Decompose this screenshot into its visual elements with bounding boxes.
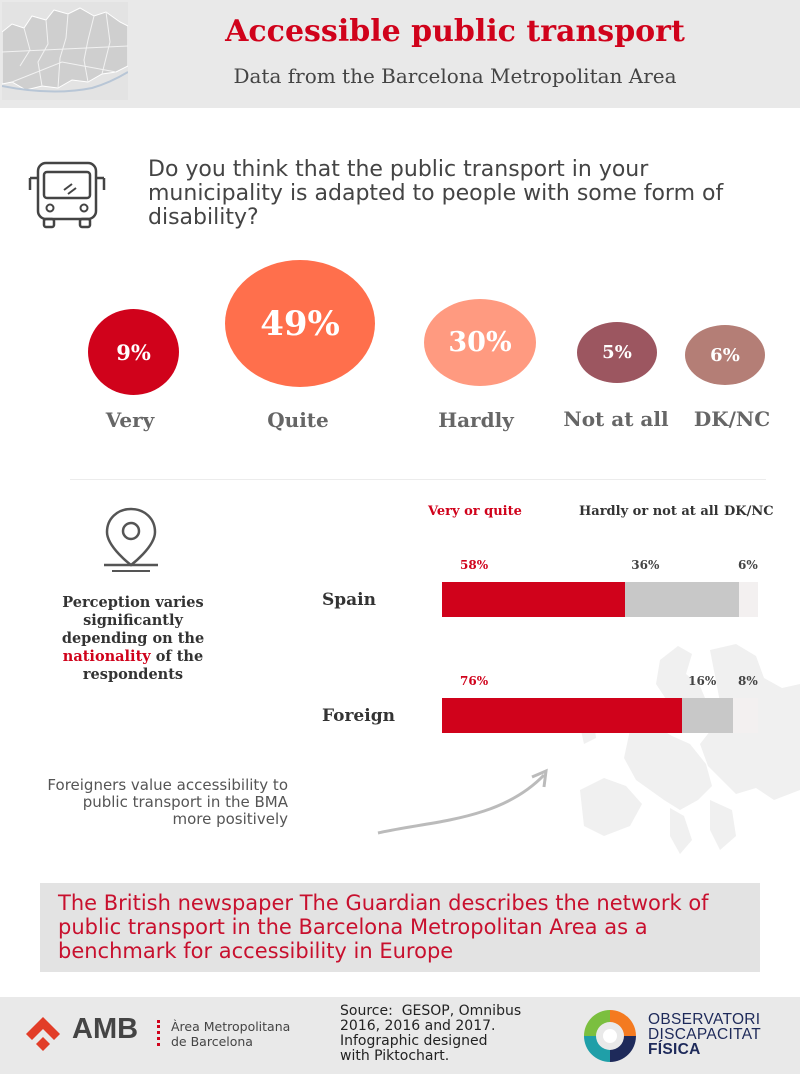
bar-foreign-hardly-or-not-at-all	[682, 698, 733, 733]
legend-very-or-quite: Very or quite	[428, 504, 522, 519]
value-label-spain-dk-nc: 6%	[738, 558, 758, 572]
page-subtitle: Data from the Barcelona Metropolitan Are…	[233, 64, 677, 88]
obs-line3: FÍSICA	[648, 1041, 701, 1058]
value-label-spain-very-or-quite: 58%	[460, 558, 489, 572]
legend-hardly-or-not-at-all: Hardly or not at all	[579, 504, 719, 519]
value-label-spain-hardly-or-not-at-all: 36%	[631, 558, 660, 572]
bar-foreign-dk-nc	[732, 698, 758, 733]
amb-name: Àrea Metropolitana de Barcelona	[171, 1019, 290, 1049]
observatori-logo-icon	[584, 1010, 636, 1062]
bar-spain-hardly-or-not-at-all	[625, 582, 740, 617]
label-dk-nc: DK/NC	[693, 407, 771, 431]
bar-spain-dk-nc	[739, 582, 758, 617]
footer	[0, 997, 800, 1074]
observatori-name: OBSERVATORI DISCAPACITAT FÍSICA	[648, 1011, 761, 1058]
section-divider	[70, 479, 766, 480]
caption-text-before: Perception varies significantly dependin…	[61, 594, 205, 647]
bubble-very: 9%	[88, 309, 179, 395]
amb-name-line1: Àrea Metropolitana	[171, 1019, 291, 1034]
obs-line2: DISCAPACITAT	[648, 1026, 761, 1043]
label-very: Very	[105, 408, 155, 432]
bubble-value: 9%	[116, 339, 151, 365]
source-line3: Infographic designed	[340, 1033, 488, 1049]
guardian-quote: The British newspaper The Guardian descr…	[40, 883, 760, 972]
bubble-value: 30%	[448, 327, 512, 358]
source-line1: Source: GESOP, Omnibus	[340, 1003, 522, 1019]
value-label-foreign-hardly-or-not-at-all: 16%	[688, 674, 717, 688]
bus-icon	[28, 161, 106, 229]
foreigners-note: Foreigners value accessibility to public…	[47, 776, 288, 828]
label-quite: Quite	[267, 408, 329, 432]
nationality-caption: Perception varies significantly dependin…	[40, 594, 226, 684]
amb-name-line2: de Barcelona	[171, 1034, 253, 1049]
caption-text-after: of the respondents	[82, 648, 204, 683]
category-label-spain: Spain	[322, 590, 376, 610]
bubble-hardly: 30%	[424, 299, 536, 386]
source-line2: 2016, 2016 and 2017.	[340, 1018, 496, 1034]
europe-map-icon	[580, 644, 800, 854]
amb-logo-icon	[26, 1017, 60, 1051]
source-line4: with Piktochart.	[340, 1048, 450, 1064]
barcelona-map-thumbnail	[2, 2, 128, 100]
value-label-foreign-dk-nc: 8%	[738, 674, 758, 688]
value-label-foreign-very-or-quite: 76%	[460, 674, 489, 688]
category-label-foreign: Foreign	[322, 706, 395, 726]
legend-dk-nc: DK/NC	[724, 504, 774, 519]
bar-foreign-very-or-quite	[442, 698, 683, 733]
curved-arrow-icon	[377, 768, 548, 835]
caption-highlight: nationality	[62, 648, 151, 665]
bubble-quite: 49%	[225, 260, 375, 387]
bubble-value: 5%	[602, 342, 632, 363]
survey-question: Do you think that the public transport i…	[148, 157, 724, 230]
location-pin-icon	[104, 507, 158, 572]
bubble-not-at-all: 5%	[577, 322, 657, 383]
label-hardly: Hardly	[438, 408, 514, 432]
source-credit: Source: GESOP, Omnibus 2016, 2016 and 20…	[340, 1004, 540, 1064]
bubble-value: 49%	[260, 303, 340, 344]
bubble-value: 6%	[710, 344, 740, 366]
bar-spain-very-or-quite	[442, 582, 626, 617]
page-title: Accessible public transport	[225, 14, 685, 49]
label-not-at-all: Not at all	[563, 407, 669, 431]
obs-line1: OBSERVATORI	[648, 1011, 761, 1028]
header	[0, 0, 800, 108]
amb-logo: AMB	[72, 1013, 139, 1045]
amb-separator	[157, 1020, 160, 1046]
bubble-dk-nc: 6%	[685, 325, 765, 385]
